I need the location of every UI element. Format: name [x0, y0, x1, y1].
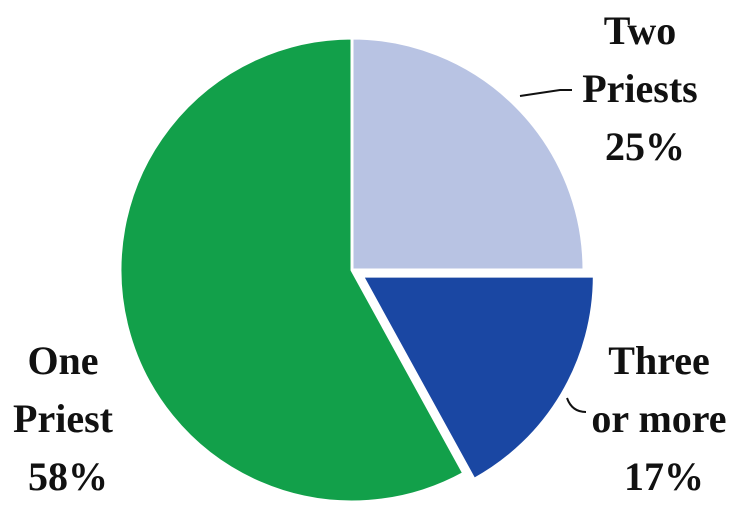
pie-slice-one-priest — [118, 36, 466, 504]
pie-slice-three-or-more — [360, 274, 596, 481]
label-one-priest: One Priest 58% — [13, 338, 123, 499]
label-three-or-more-pct: 17% — [624, 454, 704, 499]
label-three-or-more-line-2: or more — [591, 396, 726, 441]
label-three-or-more-line-1: Three — [608, 338, 709, 383]
slice-labels: Two Priests 25% Three or more 17% One Pr… — [13, 8, 736, 499]
pie-slice-two-priests — [350, 36, 586, 272]
label-two-priests-line-1: Two — [604, 8, 677, 53]
leader-lines — [519, 89, 587, 413]
pie-slices — [118, 36, 596, 504]
label-two-priests-line-2: Priests — [582, 66, 698, 111]
label-one-priest-line-2: Priest — [13, 396, 114, 441]
label-three-or-more: Three or more 17% — [591, 338, 736, 499]
leader-line-two-priests — [519, 89, 572, 97]
label-two-priests-pct: 25% — [605, 124, 685, 169]
label-two-priests: Two Priests 25% — [582, 8, 708, 169]
leader-line-three-or-more — [566, 397, 587, 413]
label-one-priest-line-1: One — [27, 338, 98, 383]
label-one-priest-pct: 58% — [28, 454, 108, 499]
